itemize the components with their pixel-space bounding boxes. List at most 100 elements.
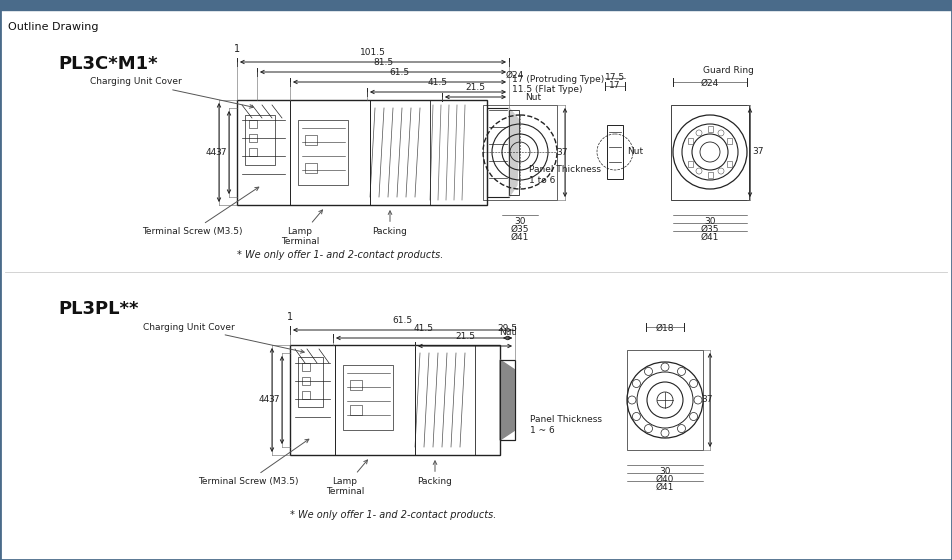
Text: 37: 37: [215, 148, 227, 157]
Bar: [727, 161, 732, 166]
Bar: [302, 391, 310, 399]
Bar: [487, 108, 509, 197]
Bar: [509, 110, 519, 195]
Text: 61.5: 61.5: [392, 316, 412, 325]
Text: Ø18: Ø18: [656, 324, 674, 333]
Bar: [370, 100, 430, 205]
Text: PL3C*M1*: PL3C*M1*: [58, 55, 158, 73]
Text: 37: 37: [702, 395, 713, 404]
Bar: [305, 135, 317, 145]
Text: Ø24: Ø24: [701, 79, 719, 88]
Bar: [727, 138, 732, 143]
Text: 1: 1: [234, 44, 240, 54]
Text: Ø24: Ø24: [506, 71, 525, 80]
Bar: [335, 345, 415, 455]
Bar: [500, 360, 515, 440]
Bar: [298, 120, 348, 185]
Text: 17 (Protruding Type): 17 (Protruding Type): [512, 76, 605, 85]
Bar: [305, 163, 317, 173]
Text: 44: 44: [259, 395, 270, 404]
Text: Charging Unit Cover: Charging Unit Cover: [143, 323, 305, 353]
Text: 101.5: 101.5: [360, 48, 386, 57]
Text: Ø40: Ø40: [656, 475, 674, 484]
Text: 61.5: 61.5: [389, 68, 409, 77]
Text: Ø35: Ø35: [701, 225, 720, 234]
Text: Ø41: Ø41: [511, 233, 529, 242]
Text: Lamp
Terminal: Lamp Terminal: [281, 210, 323, 246]
Text: Ø35: Ø35: [511, 225, 529, 234]
Circle shape: [645, 424, 652, 432]
Bar: [707, 126, 712, 132]
Bar: [302, 377, 310, 385]
Text: Outline Drawing: Outline Drawing: [8, 22, 98, 32]
Text: 30: 30: [659, 467, 671, 476]
Polygon shape: [500, 360, 515, 440]
Text: PL3PL**: PL3PL**: [58, 300, 138, 318]
Bar: [500, 360, 515, 440]
Bar: [671, 105, 749, 200]
Bar: [707, 172, 712, 178]
Text: Packing: Packing: [418, 461, 452, 486]
Bar: [687, 161, 693, 166]
Bar: [302, 363, 310, 371]
Bar: [298, 357, 323, 407]
Text: Nut: Nut: [627, 147, 644, 156]
Polygon shape: [509, 108, 519, 197]
Text: 30: 30: [514, 217, 526, 226]
Bar: [350, 380, 362, 390]
Bar: [627, 350, 703, 450]
Circle shape: [694, 396, 702, 404]
Circle shape: [661, 429, 669, 437]
Bar: [0, 0, 952, 10]
Circle shape: [689, 380, 698, 388]
Text: Lamp
Terminal: Lamp Terminal: [326, 460, 367, 496]
Text: 1: 1: [287, 312, 293, 322]
Text: 17: 17: [609, 81, 621, 90]
Bar: [290, 100, 370, 205]
Text: 17.5: 17.5: [605, 73, 625, 82]
Bar: [237, 100, 290, 205]
Text: 21.5: 21.5: [466, 83, 486, 92]
Text: 37: 37: [268, 395, 280, 404]
Text: Nut: Nut: [500, 328, 516, 337]
Text: Terminal Screw (M3.5): Terminal Screw (M3.5): [198, 439, 308, 486]
Circle shape: [628, 396, 636, 404]
Bar: [687, 138, 693, 143]
Text: 41.5: 41.5: [428, 78, 448, 87]
Circle shape: [678, 367, 685, 375]
Circle shape: [645, 367, 652, 375]
Bar: [249, 134, 257, 142]
Text: 41.5: 41.5: [414, 324, 434, 333]
Text: Panel Thickness
1 ~ 6: Panel Thickness 1 ~ 6: [530, 416, 602, 435]
Text: 29.5: 29.5: [498, 324, 518, 333]
Bar: [290, 345, 335, 455]
Text: Terminal Screw (M3.5): Terminal Screw (M3.5): [142, 187, 259, 236]
Bar: [483, 105, 557, 200]
Bar: [290, 345, 500, 455]
Bar: [415, 345, 475, 455]
Text: 21.5: 21.5: [455, 332, 475, 341]
Text: Ø41: Ø41: [656, 483, 674, 492]
Text: Charging Unit Cover: Charging Unit Cover: [90, 77, 253, 108]
Text: * We only offer 1- and 2-contact products.: * We only offer 1- and 2-contact product…: [290, 510, 496, 520]
Text: * We only offer 1- and 2-contact products.: * We only offer 1- and 2-contact product…: [237, 250, 444, 260]
Text: 30: 30: [704, 217, 716, 226]
Bar: [245, 115, 275, 165]
Circle shape: [632, 413, 641, 421]
Text: Ø41: Ø41: [701, 233, 719, 242]
Circle shape: [689, 413, 698, 421]
Circle shape: [661, 363, 669, 371]
Text: 81.5: 81.5: [373, 58, 393, 67]
Bar: [607, 125, 623, 179]
Text: 44: 44: [206, 148, 217, 157]
Bar: [343, 365, 393, 430]
Text: Panel Thickness
1 to 6: Panel Thickness 1 to 6: [529, 165, 601, 185]
Text: 37: 37: [557, 148, 568, 157]
Bar: [237, 100, 487, 205]
Bar: [249, 148, 257, 156]
Text: Guard Ring: Guard Ring: [704, 66, 754, 75]
Bar: [350, 405, 362, 415]
Text: 11.5 (Flat Type): 11.5 (Flat Type): [512, 86, 583, 95]
Text: 37: 37: [752, 147, 764, 156]
Text: Packing: Packing: [372, 211, 407, 236]
